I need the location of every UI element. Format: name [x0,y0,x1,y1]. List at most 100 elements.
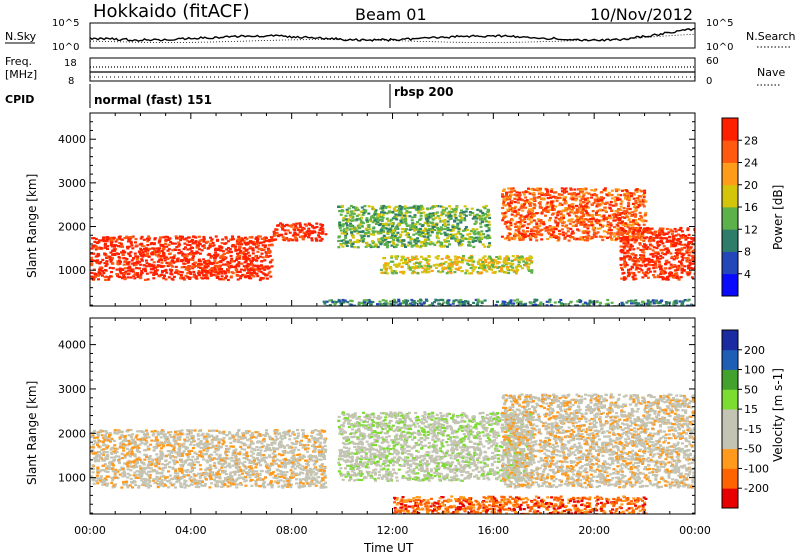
power-echo-cell [214,251,218,254]
power-echo-cell [605,230,609,233]
power-echo-cell [337,298,341,302]
power-echo-cell [404,217,408,220]
power-echo-cell [578,300,582,304]
power-echo-cell [581,219,585,222]
power-echo-cell [642,230,646,233]
power-echo-cell [427,259,431,262]
power-echo-cell [546,201,550,204]
power-echo-cell [657,301,661,305]
power-echo-cell [538,303,542,306]
power-echo-cell [486,234,490,237]
power-echo-cell [446,212,450,215]
power-echo-cell [355,240,359,244]
power-echo-cell [384,236,388,239]
power-echo-cell [138,267,141,270]
power-echo-cell [413,227,417,230]
power-echo-cell [555,224,559,227]
power-echo-cell [197,274,201,277]
power-echo-cell [637,198,641,201]
power-echo-cell [252,242,256,246]
power-echo-cell [295,238,298,241]
power-echo-cell [110,245,114,248]
power-echo-cell [542,209,546,212]
power-echo-cell [340,239,344,242]
power-echo-cell [626,231,630,234]
power-echo-cell [383,239,387,242]
power-echo-cell [444,267,448,270]
power-echo-cell [559,220,562,223]
power-echo-cell [363,301,367,304]
power-echo-cell [464,214,468,217]
power-echo-cell [427,263,431,266]
power-echo-cell [635,265,639,268]
power-echo-cell [475,303,479,306]
power-echo-cell [441,267,445,270]
power-echo-cell [379,303,383,306]
power-echo-cell [532,232,536,235]
velocity-echo-cell [278,475,281,479]
power-echo-cell [576,209,580,212]
power-echo-cell [379,229,383,232]
power-echo-cell [502,214,506,217]
power-echo-cell [450,237,454,240]
power-echo-cell [662,233,666,236]
power-echo-cell [453,260,457,263]
power-echo-cell [381,236,385,239]
power-echo-cell [516,201,520,204]
power-echo-cell [390,255,394,258]
power-echo-cell [221,263,225,266]
power-echo-cell [564,303,568,306]
power-echo-cell [379,243,383,246]
power-echo-cell [651,260,655,263]
power-echo-cell [534,236,538,239]
velocity-echo-cell [324,486,328,489]
power-echo-cell [634,236,638,239]
power-echo-cell [434,205,438,208]
power-echo-cell [425,259,429,262]
power-echo-cell [307,232,311,235]
power-echo-cell [375,222,378,225]
power-echo-cell [525,199,529,202]
power-echo-cell [246,263,250,266]
power-echo-cell [182,254,186,258]
power-colorbar-cell [722,118,738,141]
power-echo-cell [623,216,627,219]
power-echo-cell [483,264,487,267]
cpid-mode-2: rbsp 200 [394,85,453,99]
power-echo-cell [638,242,642,245]
power-echo-cell [564,201,568,204]
power-echo-cell [118,241,122,245]
power-echo-cell [473,229,477,232]
power-echo-cell [401,302,405,305]
power-echo-cell [690,237,694,240]
power-echo-cell [567,214,571,217]
power-echo-cell [604,216,608,220]
power-echo-cell [174,248,178,251]
power-echo-cell [570,218,574,221]
power-echo-cell [681,234,685,237]
power-colorbar-cell [722,251,738,275]
power-echo-cell [263,246,267,249]
power-echo-cell [471,239,475,242]
power-echo-cell [349,219,353,222]
power-echo-cell [652,246,656,249]
power-echo-cell [414,266,418,269]
power-echo-cell [618,216,622,220]
power-echo-cell [121,249,125,252]
power-echo-cell [443,209,447,212]
power-echo-cell [553,234,557,237]
power-echo-cell [680,271,684,274]
power-echo-cell [470,272,473,275]
power-echo-cell [184,259,188,262]
power-echo-cell [119,242,123,245]
power-echo-cell [122,274,126,277]
power-echo-cell [639,238,643,241]
power-echo-cell [461,304,465,306]
power-echo-cell [416,207,420,210]
power-echo-cell [398,204,402,208]
power-echo-cell [469,266,473,270]
velocity-echo-cell [288,462,292,465]
power-echo-cell [468,232,472,235]
power-echo-cell [665,227,669,231]
power-echo-cell [552,208,556,211]
